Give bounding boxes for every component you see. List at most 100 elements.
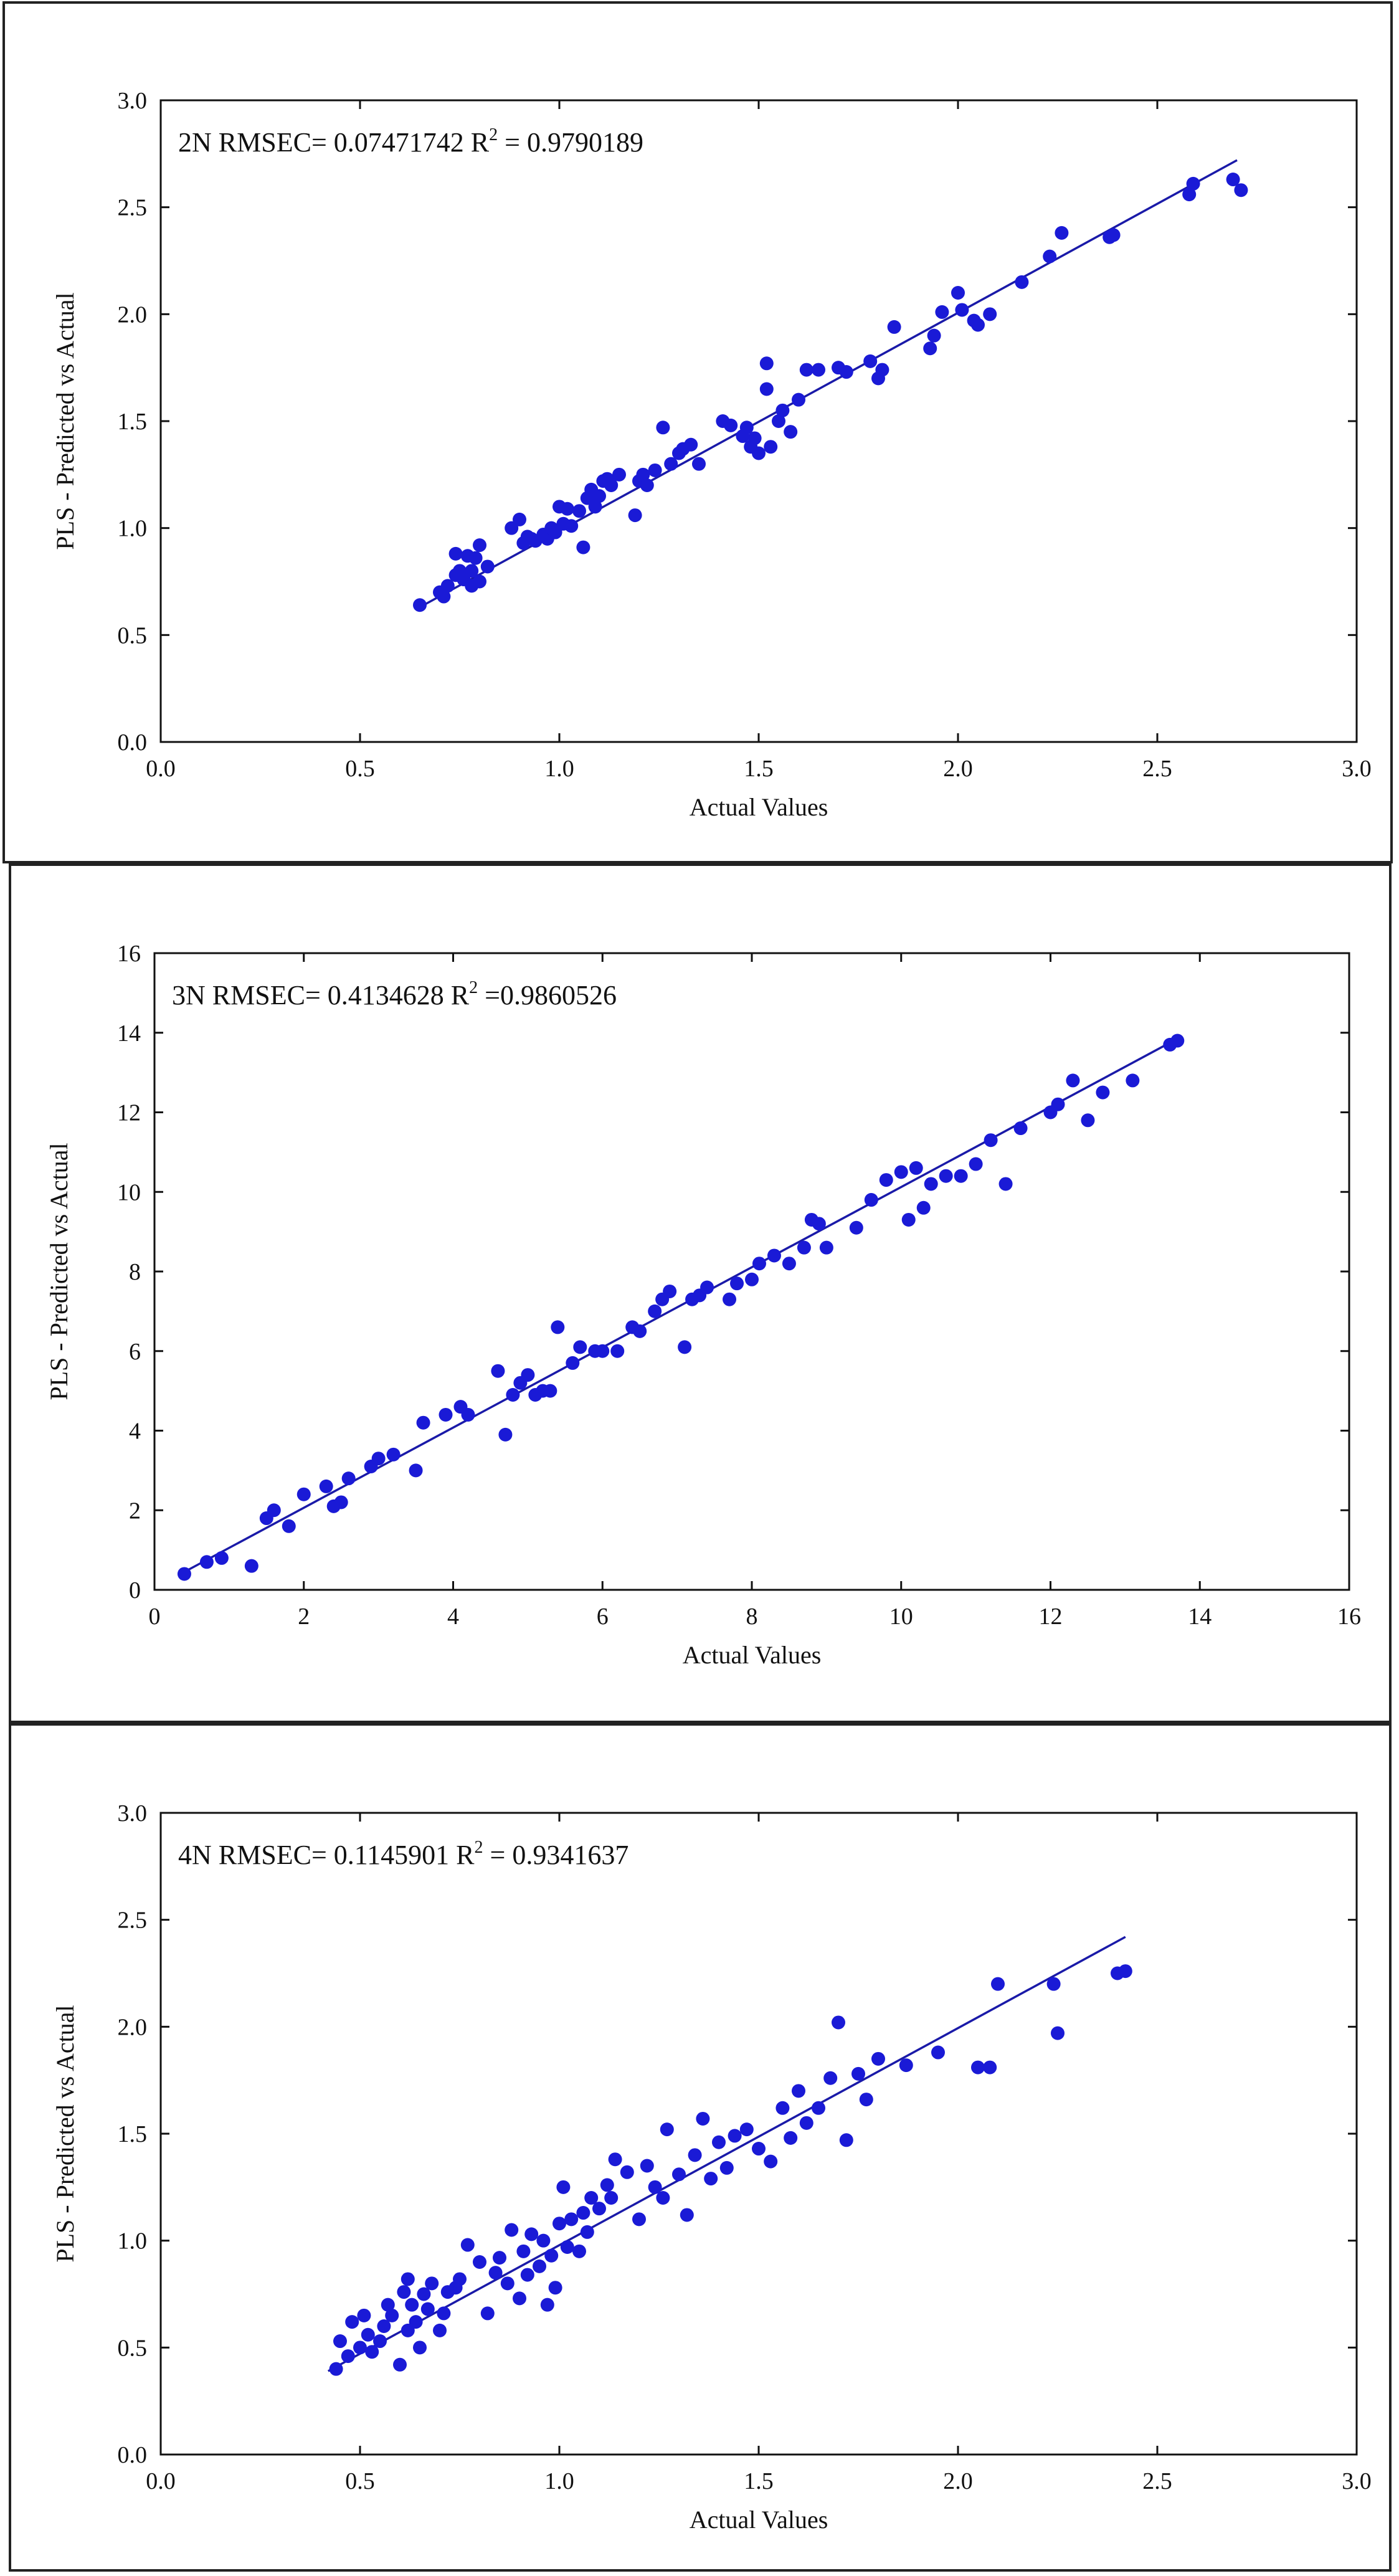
data-point xyxy=(951,286,965,300)
y-tick-label: 2 xyxy=(129,1498,141,1524)
y-tick-label: 6 xyxy=(129,1339,141,1365)
annotation-rmsec: RMSEC= 0.1145901 xyxy=(219,1840,456,1870)
data-point xyxy=(608,2152,622,2167)
y-tick-label: 8 xyxy=(129,1259,141,1285)
data-point xyxy=(955,303,969,317)
y-tick-label: 16 xyxy=(117,941,141,967)
data-point xyxy=(1182,188,1197,202)
data-point xyxy=(560,2240,574,2254)
data-point xyxy=(460,2238,475,2252)
data-point xyxy=(533,2259,546,2273)
data-point xyxy=(636,467,650,482)
data-point xyxy=(440,579,455,593)
data-point xyxy=(437,2306,451,2321)
x-tick-label: 0.5 xyxy=(345,2468,375,2494)
data-point xyxy=(823,2071,838,2085)
data-point xyxy=(871,2051,885,2066)
data-point xyxy=(506,1388,520,1402)
data-point xyxy=(984,1133,998,1148)
data-point xyxy=(548,2281,562,2295)
data-point xyxy=(520,2268,534,2282)
data-point xyxy=(505,2223,519,2237)
data-point xyxy=(413,2341,427,2355)
chart-panel-2n: 0.0 0.5 1.0 1.5 2.0 2.5 3.0 0.0 0.5 1.0 1.5 2.0 2.5 3… xyxy=(2,1,1393,863)
data-point xyxy=(939,1169,953,1183)
x-tick-label: 1.0 xyxy=(544,756,574,782)
y-axis-label: PLS - Predicted vs Actual xyxy=(45,1143,73,1400)
y-tick-label: 0.5 xyxy=(118,2335,148,2361)
data-point xyxy=(739,421,754,435)
data-point xyxy=(540,2298,554,2312)
annotation-r2-value: =0.9860526 xyxy=(478,980,617,1010)
data-point xyxy=(505,521,519,535)
annotation-dataset-label: 4N xyxy=(178,1840,219,1870)
data-point xyxy=(592,2202,606,2216)
data-point xyxy=(397,2285,411,2299)
data-point xyxy=(552,2217,566,2231)
data-point xyxy=(680,2208,694,2222)
data-point xyxy=(924,1177,938,1191)
data-point xyxy=(1226,173,1240,187)
x-axis-label: Actual Values xyxy=(690,793,828,821)
data-point xyxy=(998,1177,1013,1191)
y-tick-label: 0 xyxy=(129,1577,141,1604)
y-axis-label: PLS - Predicted vs Actual xyxy=(51,2005,79,2262)
data-point xyxy=(491,1364,505,1378)
x-tick-label: 0 xyxy=(149,1604,161,1630)
data-point xyxy=(381,2298,395,2312)
data-point xyxy=(901,1212,916,1227)
y-tick-label: 1.0 xyxy=(118,2228,148,2255)
plot-frame xyxy=(159,1812,1358,2456)
data-point xyxy=(656,2191,670,2205)
data-point xyxy=(1043,249,1057,264)
data-point xyxy=(296,1487,311,1501)
y-axis-label: PLS - Predicted vs Actual xyxy=(51,292,79,549)
data-point xyxy=(425,2276,439,2291)
stats-annotation: 2N RMSEC= 0.07471742 R2 = 0.9790189 xyxy=(178,125,643,158)
scatter-chart-1: 0.0 0.5 1.0 1.5 2.0 2.5 3.0 0.0 0.5 1.0 1.5 2.0 2.5 3… xyxy=(51,88,1372,821)
data-point xyxy=(513,512,526,526)
annotation-r2-label: R xyxy=(471,127,490,158)
stats-annotation: 3N RMSEC= 0.4134628 R2 =0.9860526 xyxy=(172,978,617,1010)
data-point xyxy=(745,1272,759,1286)
data-point xyxy=(812,363,825,377)
data-point xyxy=(177,1567,191,1581)
x-axis-label: Actual Values xyxy=(683,1641,822,1669)
data-point xyxy=(927,328,941,343)
data-point xyxy=(371,1452,386,1466)
data-point xyxy=(536,2233,551,2248)
data-point xyxy=(353,2341,367,2355)
data-point xyxy=(573,1340,587,1354)
data-point xyxy=(600,2178,614,2192)
data-point xyxy=(812,1217,826,1231)
scatter-chart-3: 0.0 0.5 1.0 1.5 2.0 2.5 3.0 0.0 0.5 1.0 1.5 2.0 2.5 3… xyxy=(51,1800,1372,2534)
data-point xyxy=(1126,1073,1140,1088)
data-point xyxy=(916,1200,931,1215)
data-point xyxy=(628,508,642,523)
data-point xyxy=(1234,183,1248,197)
data-point xyxy=(759,356,774,371)
x-tick-label: 1.5 xyxy=(744,756,774,782)
data-point xyxy=(433,2323,447,2337)
x-tick-label: 0.0 xyxy=(146,2468,176,2494)
annotation-r2-exponent: 2 xyxy=(475,1838,483,1857)
data-point xyxy=(345,2315,359,2329)
y-tick-label: 1.5 xyxy=(118,409,148,435)
data-point xyxy=(544,2248,559,2263)
x-tick-label: 10 xyxy=(889,1604,913,1630)
data-point xyxy=(640,2159,654,2173)
data-point xyxy=(971,318,985,332)
data-point xyxy=(592,489,606,503)
data-point xyxy=(678,1340,692,1354)
y-tick-label: 4 xyxy=(129,1419,141,1445)
data-point xyxy=(551,1320,565,1334)
annotation-r2-value: = 0.9341637 xyxy=(483,1840,629,1870)
data-point xyxy=(894,1165,908,1179)
data-point xyxy=(333,2334,347,2349)
data-point xyxy=(413,598,427,612)
data-point xyxy=(784,2131,798,2145)
data-point xyxy=(1186,176,1200,191)
data-point xyxy=(839,365,853,379)
data-point xyxy=(604,478,619,492)
x-tick-label: 2.5 xyxy=(1142,756,1172,782)
